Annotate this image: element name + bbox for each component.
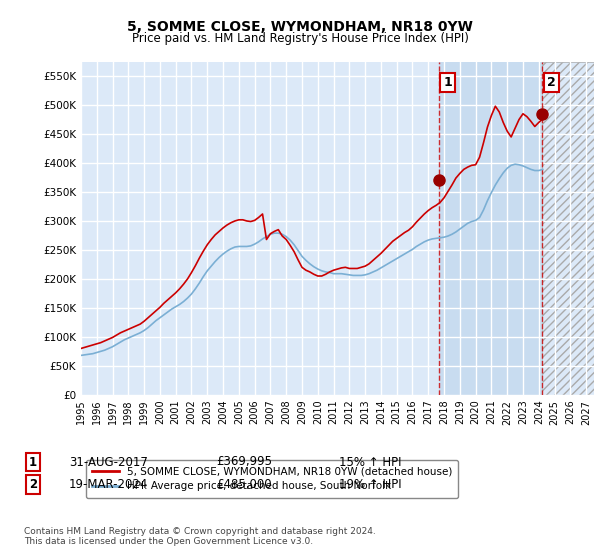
Text: 19-MAR-2024: 19-MAR-2024 xyxy=(69,478,148,491)
Text: Price paid vs. HM Land Registry's House Price Index (HPI): Price paid vs. HM Land Registry's House … xyxy=(131,32,469,45)
Text: 1: 1 xyxy=(443,76,452,89)
Text: £369,995: £369,995 xyxy=(216,455,272,469)
Text: 15% ↑ HPI: 15% ↑ HPI xyxy=(339,455,401,469)
Text: 2: 2 xyxy=(29,478,37,491)
Legend: 5, SOMME CLOSE, WYMONDHAM, NR18 0YW (detached house), HPI: Average price, detach: 5, SOMME CLOSE, WYMONDHAM, NR18 0YW (det… xyxy=(86,460,458,498)
Bar xyxy=(542,62,594,395)
Text: 31-AUG-2017: 31-AUG-2017 xyxy=(69,455,148,469)
Text: Contains HM Land Registry data © Crown copyright and database right 2024.
This d: Contains HM Land Registry data © Crown c… xyxy=(24,526,376,546)
Bar xyxy=(439,62,542,395)
Text: 5, SOMME CLOSE, WYMONDHAM, NR18 0YW: 5, SOMME CLOSE, WYMONDHAM, NR18 0YW xyxy=(127,20,473,34)
Text: £485,000: £485,000 xyxy=(216,478,272,491)
Text: 1: 1 xyxy=(29,455,37,469)
Text: 2: 2 xyxy=(547,76,556,89)
Text: 19% ↑ HPI: 19% ↑ HPI xyxy=(339,478,401,491)
